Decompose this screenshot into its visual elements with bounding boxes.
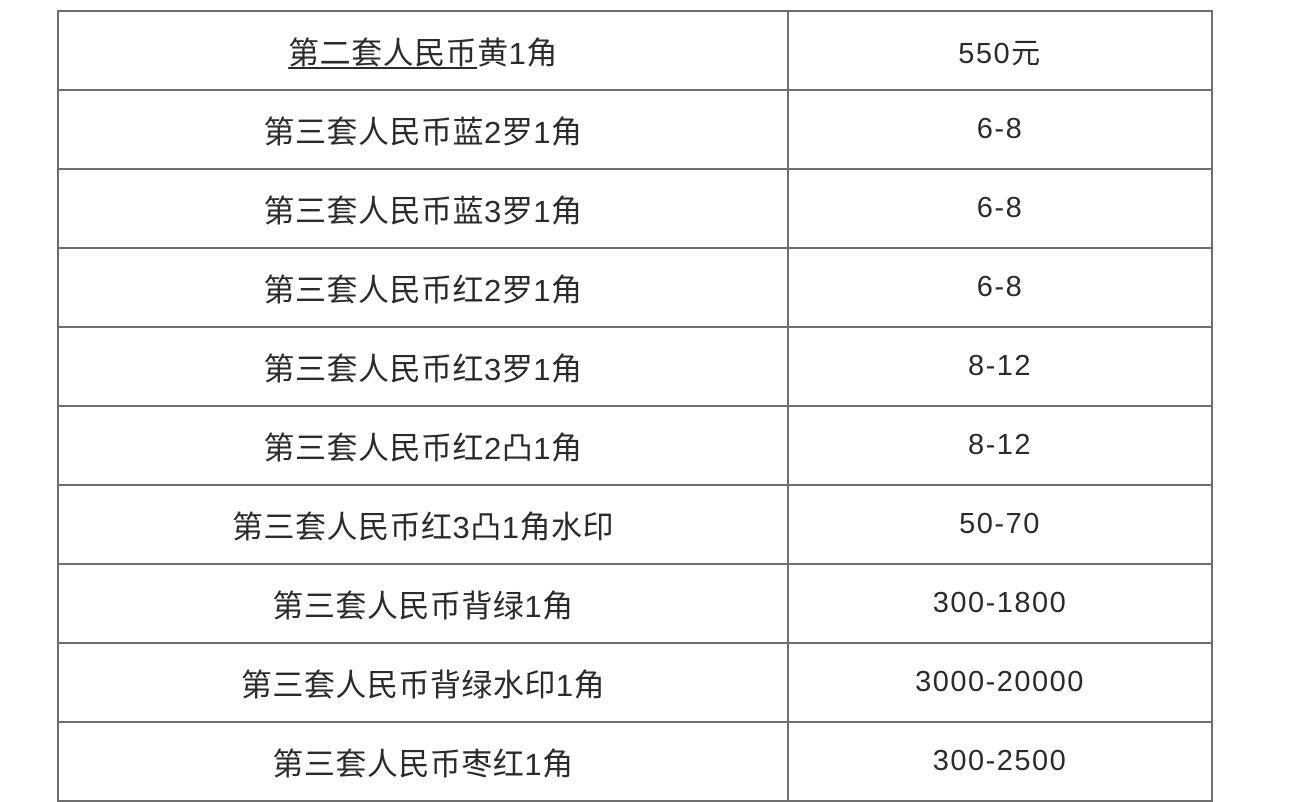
cell-price: 6-8: [787, 89, 1213, 170]
cell-price: 300-1800: [787, 563, 1213, 644]
name-rest-part: 黄1角: [477, 36, 558, 71]
cell-price: 6-8: [787, 168, 1213, 249]
table-row: 第二套人民币黄1角 550元: [57, 10, 1213, 91]
table-row: 第三套人民币蓝2罗1角 6-8: [57, 89, 1213, 170]
cell-banknote-name: 第三套人民币红2凸1角: [57, 405, 789, 486]
cell-price: 6-8: [787, 247, 1213, 328]
cell-price: 8-12: [787, 326, 1213, 407]
cell-price: 8-12: [787, 405, 1213, 486]
cell-banknote-name: 第三套人民币背绿水印1角: [57, 642, 789, 723]
cell-price: 300-2500: [787, 721, 1213, 802]
table-row: 第三套人民币蓝3罗1角 6-8: [57, 168, 1213, 249]
cell-banknote-name: 第三套人民币枣红1角: [57, 721, 789, 802]
cell-price: 50-70: [787, 484, 1213, 565]
cell-banknote-name: 第三套人民币背绿1角: [57, 563, 789, 644]
cell-banknote-name: 第三套人民币红2罗1角: [57, 247, 789, 328]
cell-banknote-name: 第三套人民币蓝3罗1角: [57, 168, 789, 249]
cell-price: 3000-20000: [787, 642, 1213, 723]
table-row: 第三套人民币红3凸1角水印 50-70: [57, 484, 1213, 565]
cell-price: 550元: [787, 10, 1213, 91]
cell-banknote-name: 第二套人民币黄1角: [57, 10, 789, 91]
table-row: 第三套人民币红2罗1角 6-8: [57, 247, 1213, 328]
name-underlined-part: 第二套人民币: [288, 36, 478, 71]
table-row: 第三套人民币背绿1角 300-1800: [57, 563, 1213, 644]
table-row: 第三套人民币红3罗1角 8-12: [57, 326, 1213, 407]
table-body: 第二套人民币黄1角 550元 第三套人民币蓝2罗1角 6-8 第三套人民币蓝3罗…: [57, 10, 1213, 802]
table-row: 第三套人民币背绿水印1角 3000-20000: [57, 642, 1213, 723]
cell-banknote-name: 第三套人民币红3凸1角水印: [57, 484, 789, 565]
table-row: 第三套人民币红2凸1角 8-12: [57, 405, 1213, 486]
cell-banknote-name: 第三套人民币红3罗1角: [57, 326, 789, 407]
banknote-price-table: 第二套人民币黄1角 550元 第三套人民币蓝2罗1角 6-8 第三套人民币蓝3罗…: [57, 10, 1213, 802]
cell-banknote-name: 第三套人民币蓝2罗1角: [57, 89, 789, 170]
table-row: 第三套人民币枣红1角 300-2500: [57, 721, 1213, 802]
